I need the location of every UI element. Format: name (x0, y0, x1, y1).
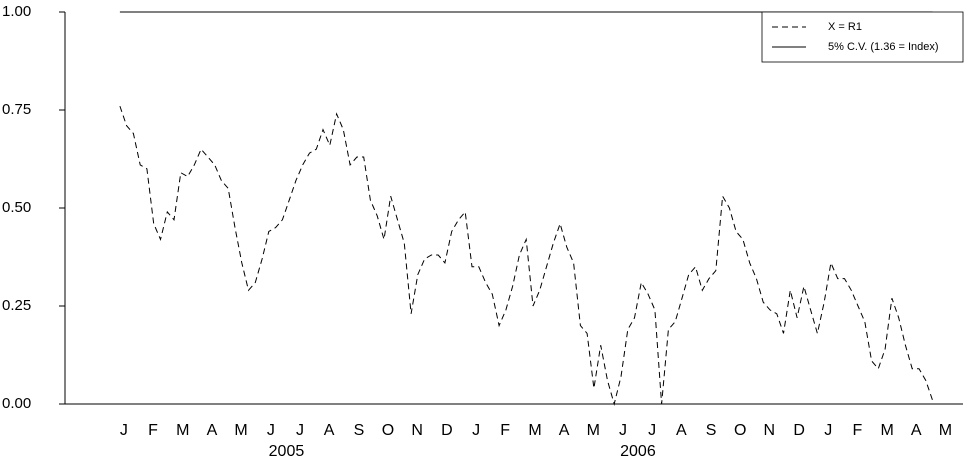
x-tick-label: F (852, 422, 862, 439)
x-tick-label: J (120, 422, 128, 439)
series-line (119, 105, 933, 406)
y-tick-label: 1.00 (2, 3, 31, 20)
legend-box (761, 11, 964, 63)
x-tick-label: J (267, 422, 275, 439)
x-tick-label: M (528, 422, 541, 439)
x-tick-label: D (441, 422, 453, 439)
x-tick-label: J (296, 422, 304, 439)
x-tick-label: M (880, 422, 893, 439)
y-tick-label: 0.00 (2, 395, 31, 412)
legend-label: 5% C.V. (1.36 = Index) (828, 41, 939, 53)
legend-label: X = R1 (828, 21, 862, 33)
x-tick-label: O (734, 422, 746, 439)
x-tick-label: S (354, 422, 365, 439)
y-tick-label: 0.25 (2, 297, 31, 314)
x-tick-label: M (176, 422, 189, 439)
x-tick-label: A (207, 422, 218, 439)
x-tick-label: N (411, 422, 423, 439)
year-label: 2006 (620, 443, 656, 460)
x-tick-label: F (148, 422, 158, 439)
x-tick-label: J (472, 422, 480, 439)
x-tick-label: D (793, 422, 805, 439)
x-tick-label: J (619, 422, 627, 439)
y-tick-label: 0.50 (2, 199, 31, 216)
y-tick-label: 0.75 (2, 101, 31, 118)
x-tick-label: A (559, 422, 570, 439)
x-tick-label: J (648, 422, 656, 439)
x-tick-label: M (939, 422, 952, 439)
x-tick-label: N (764, 422, 776, 439)
x-tick-label: A (676, 422, 687, 439)
year-label: 2005 (269, 443, 305, 460)
x-tick-label: O (382, 422, 394, 439)
x-tick-label: A (324, 422, 335, 439)
x-tick-label: M (234, 422, 247, 439)
x-tick-label: A (911, 422, 922, 439)
x-tick-label: S (706, 422, 717, 439)
x-tick-label: J (824, 422, 832, 439)
x-tick-label: F (500, 422, 510, 439)
x-tick-label: M (587, 422, 600, 439)
